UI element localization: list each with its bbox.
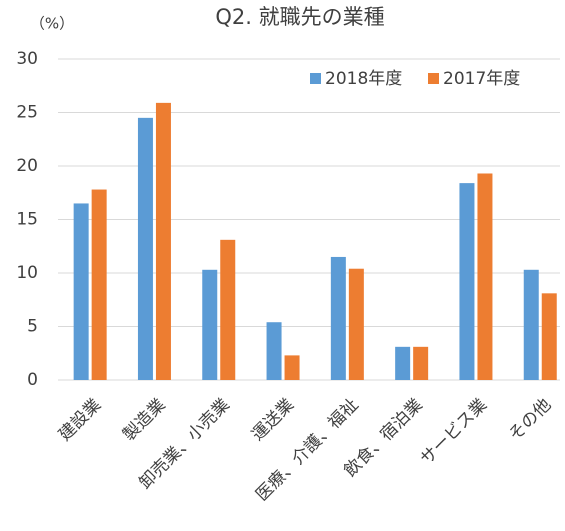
chart-title: Q2. 就職先の業種 (215, 5, 384, 29)
y-tick-label: 25 (16, 103, 38, 123)
bar (413, 346, 429, 380)
y-tick-label: 10 (16, 263, 38, 283)
bar (202, 269, 218, 380)
y-axis-label: （%） (30, 15, 74, 33)
y-tick-label: 0 (27, 370, 38, 390)
x-tick-label: サービス業 (417, 395, 491, 469)
bar (91, 189, 107, 380)
y-tick-label: 5 (27, 317, 38, 337)
y-tick-label: 20 (16, 156, 38, 176)
y-tick-label: 15 (16, 210, 38, 230)
legend-label: 2017年度 (443, 69, 520, 89)
bar (541, 293, 557, 380)
bar (330, 256, 346, 380)
bar (523, 269, 539, 380)
legend-label: 2018年度 (325, 69, 402, 89)
x-tick-label: 製造業 (119, 395, 169, 445)
x-tick-label: 運送業 (248, 395, 298, 445)
legend-swatch (310, 73, 321, 84)
bar (155, 102, 171, 381)
bar (284, 355, 300, 380)
y-tick-label: 30 (16, 49, 38, 69)
bar (73, 203, 89, 380)
legend-swatch (428, 73, 439, 84)
bar (395, 346, 411, 380)
bar (459, 183, 475, 380)
bar (477, 173, 493, 380)
bar (348, 268, 364, 380)
bar (220, 239, 236, 380)
bar (266, 322, 282, 380)
bar (137, 117, 153, 380)
x-tick-label: その他 (505, 395, 555, 445)
x-tick-label: 建設業 (55, 395, 105, 445)
